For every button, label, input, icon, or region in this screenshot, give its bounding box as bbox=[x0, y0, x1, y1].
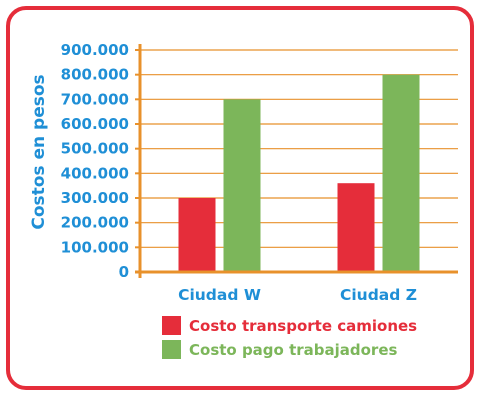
y-tick-label: 900.000 bbox=[61, 41, 129, 59]
y-tick-labels: 0 100.000 200.000 300.000 400.000 500.000 600.… bbox=[61, 41, 129, 281]
y-tick-label: 200.000 bbox=[61, 214, 129, 232]
bar-transporte-2 bbox=[338, 183, 375, 272]
y-axis-label: Costos en pesos bbox=[29, 74, 49, 229]
legend-label: Costo pago trabajadores bbox=[189, 341, 397, 359]
x-tick-labels: Ciudad W Ciudad Z bbox=[178, 286, 417, 304]
legend: Costo transporte camiones Costo pago trab… bbox=[162, 316, 417, 359]
bar-trabajadores-1 bbox=[224, 99, 261, 272]
y-tick-label: 500.000 bbox=[61, 140, 129, 158]
x-tick-label: Ciudad Z bbox=[340, 286, 417, 304]
y-tick-label: 400.000 bbox=[61, 164, 129, 182]
y-tick-label: 300.000 bbox=[61, 189, 129, 207]
bar-transporte-1 bbox=[179, 198, 216, 272]
legend-label: Costo transporte camiones bbox=[189, 317, 417, 335]
legend-swatch bbox=[162, 340, 181, 359]
x-tick-label: Ciudad W bbox=[178, 286, 261, 304]
y-tick-label: 800.000 bbox=[61, 66, 129, 84]
y-tick-label: 700.000 bbox=[61, 90, 129, 108]
y-tick-label: 100.000 bbox=[61, 238, 129, 256]
legend-swatch bbox=[162, 316, 181, 335]
bar-trabajadores-2 bbox=[383, 75, 420, 272]
y-tick-label: 600.000 bbox=[61, 115, 129, 133]
y-tick-label: 0 bbox=[119, 263, 129, 281]
